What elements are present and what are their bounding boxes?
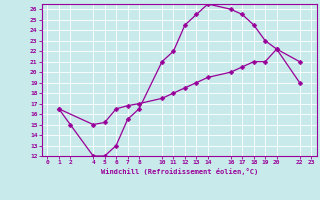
X-axis label: Windchill (Refroidissement éolien,°C): Windchill (Refroidissement éolien,°C) xyxy=(100,168,258,175)
